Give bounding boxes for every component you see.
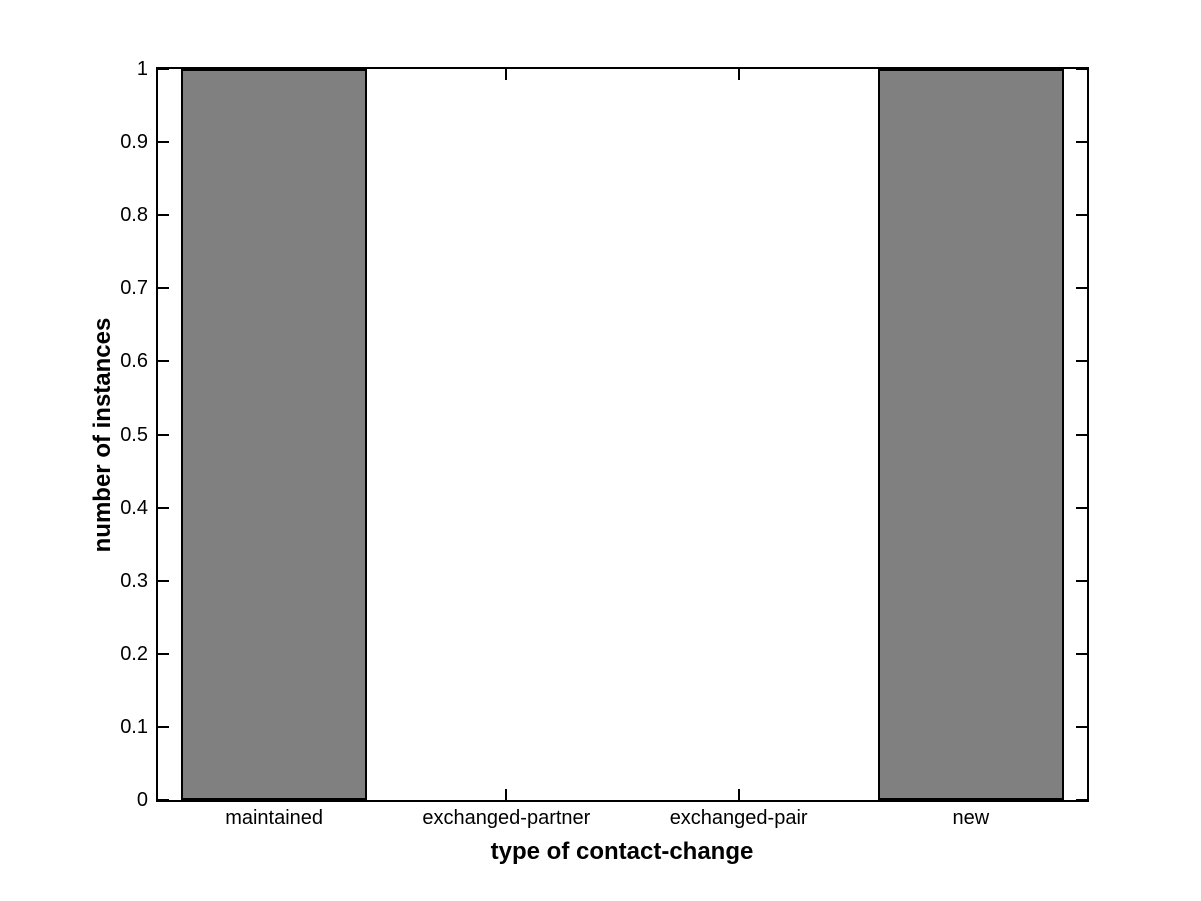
y-tick-right — [1076, 433, 1087, 436]
y-tick-left — [158, 214, 169, 217]
x-tick-bottom — [505, 789, 508, 800]
y-tick-right — [1076, 652, 1087, 655]
plot-inner — [158, 68, 1087, 801]
y-tick-label: 1 — [136, 58, 148, 80]
y-tick-right — [1076, 579, 1087, 582]
x-tick-label: exchanged-pair — [669, 807, 808, 829]
x-axis-label: type of contact-change — [490, 838, 754, 865]
x-tick-top — [505, 69, 508, 80]
y-tick-left — [158, 287, 169, 290]
y-tick-left — [158, 725, 169, 728]
x-tick-bottom — [737, 789, 740, 800]
x-tick-label: maintained — [225, 807, 324, 829]
x-tick-top — [737, 69, 740, 80]
y-tick-label: 0.8 — [120, 204, 148, 227]
y-tick-label: 0.2 — [120, 642, 148, 665]
x-tick-label: new — [952, 807, 990, 829]
x-tick-label: exchanged-partner — [422, 807, 591, 829]
y-tick-left — [158, 652, 169, 655]
y-tick-right — [1076, 68, 1087, 70]
y-tick-right — [1076, 799, 1087, 801]
y-tick-label: 0.4 — [120, 496, 148, 519]
y-tick-label: 0.1 — [120, 715, 148, 738]
y-tick-label: 0.5 — [120, 423, 148, 446]
y-tick-right — [1076, 506, 1087, 509]
y-tick-label: 0.9 — [120, 131, 148, 154]
y-tick-right — [1076, 214, 1087, 217]
y-tick-label: 0.7 — [120, 277, 148, 300]
y-tick-left — [158, 68, 169, 70]
y-tick-right — [1076, 725, 1087, 728]
y-tick-left — [158, 579, 169, 582]
y-tick-left — [158, 360, 169, 363]
y-tick-left — [158, 433, 169, 436]
y-tick-left — [158, 141, 169, 144]
y-tick-label: 0.3 — [120, 569, 148, 592]
y-tick-right — [1076, 141, 1087, 144]
y-tick-label: 0 — [136, 789, 148, 811]
y-tick-right — [1076, 287, 1087, 290]
y-tick-left — [158, 506, 169, 509]
y-tick-right — [1076, 360, 1087, 363]
y-tick-left — [158, 799, 169, 801]
y-tick-label: 0.6 — [120, 350, 148, 373]
bar-maintained — [181, 69, 368, 800]
bar-new — [877, 69, 1064, 800]
plot-area — [156, 67, 1089, 802]
